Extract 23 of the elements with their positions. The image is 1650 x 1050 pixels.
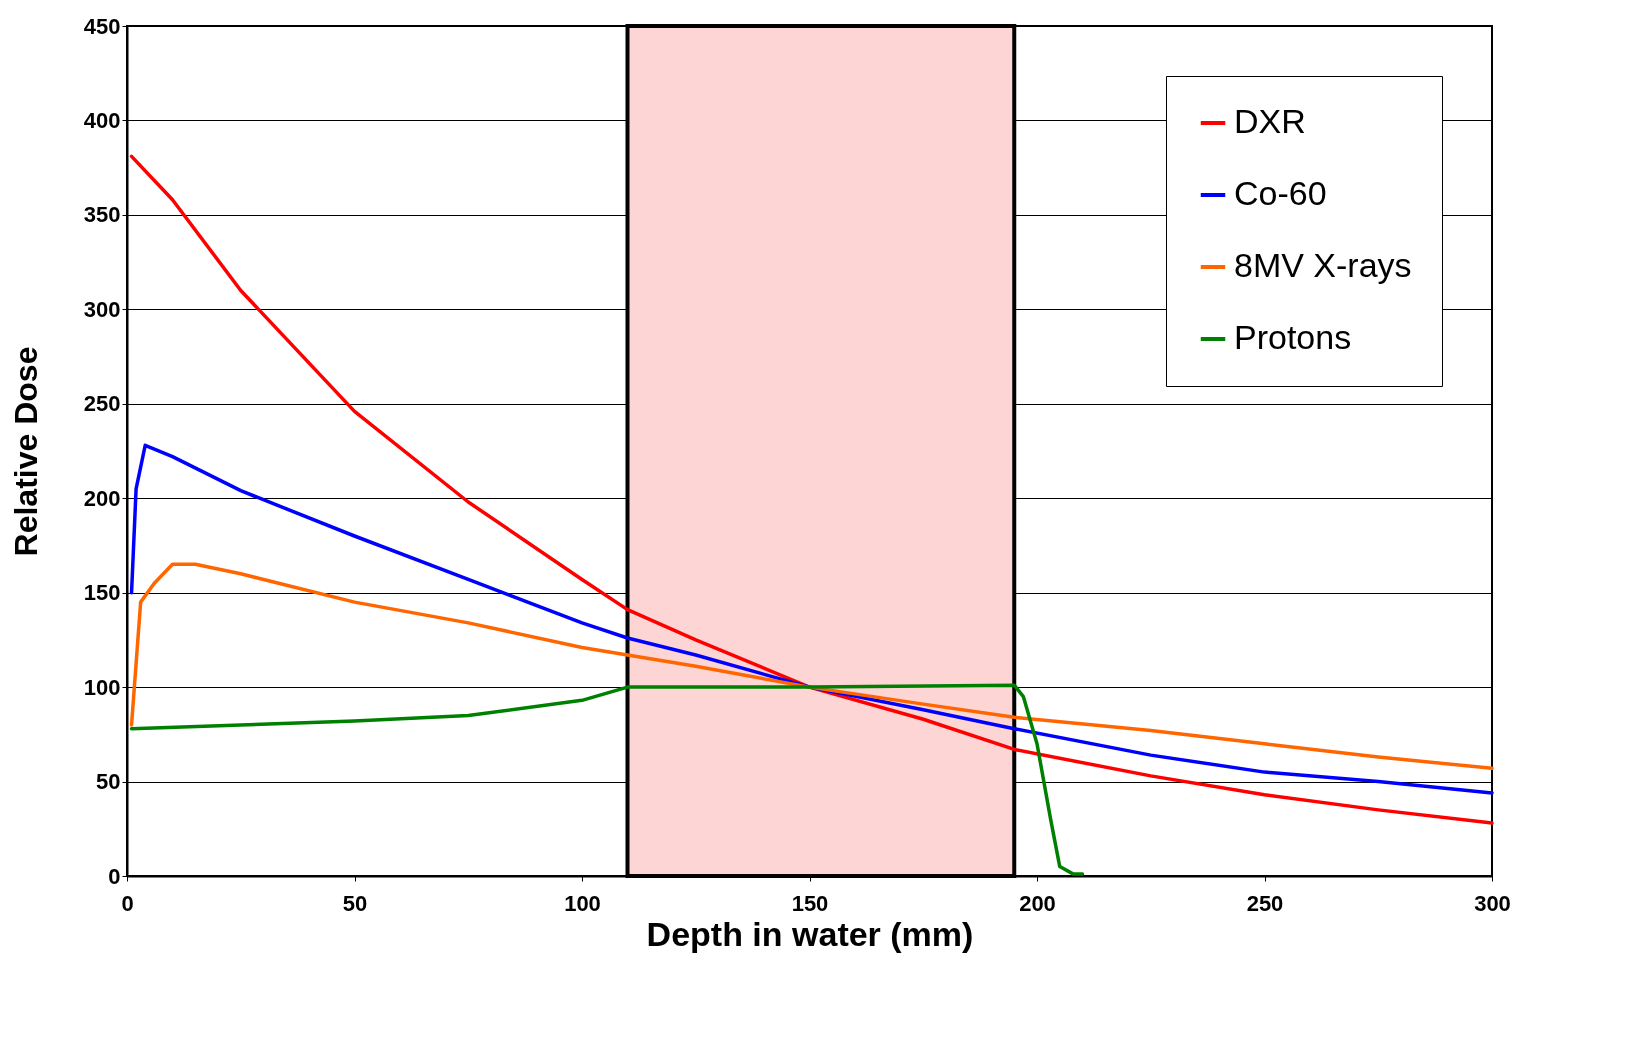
y-tick-label: 300 — [83, 296, 121, 322]
y-tick-label: 400 — [83, 107, 121, 133]
y-tick-label: 250 — [83, 391, 121, 417]
y-tick-label: 350 — [83, 202, 121, 228]
legend-label: DXR — [1234, 102, 1306, 140]
line-series — [129, 683, 1085, 876]
legend-label: Co-60 — [1234, 174, 1327, 212]
x-tick-label: 50 — [342, 890, 368, 916]
x-tick-label: 250 — [1246, 890, 1284, 916]
legend-label: Protons — [1234, 318, 1352, 356]
x-tick-label: 100 — [564, 890, 601, 916]
y-tick-label: 150 — [83, 580, 121, 606]
y-tick-label: 0 — [108, 863, 121, 889]
y-tick-label: 100 — [83, 674, 121, 700]
x-tick-label: 200 — [1019, 890, 1056, 916]
y-axis-title: Relative Dose — [7, 346, 44, 557]
y-tick-label: 200 — [83, 485, 121, 511]
y-tick-label: 50 — [96, 769, 121, 795]
x-tick-label: 300 — [1474, 890, 1511, 916]
x-axis-title: Depth in water (mm) — [646, 914, 974, 953]
y-tick-label: 450 — [83, 13, 121, 39]
legend-label: 8MV X-rays — [1234, 246, 1412, 284]
x-tick-label: 150 — [791, 890, 829, 916]
